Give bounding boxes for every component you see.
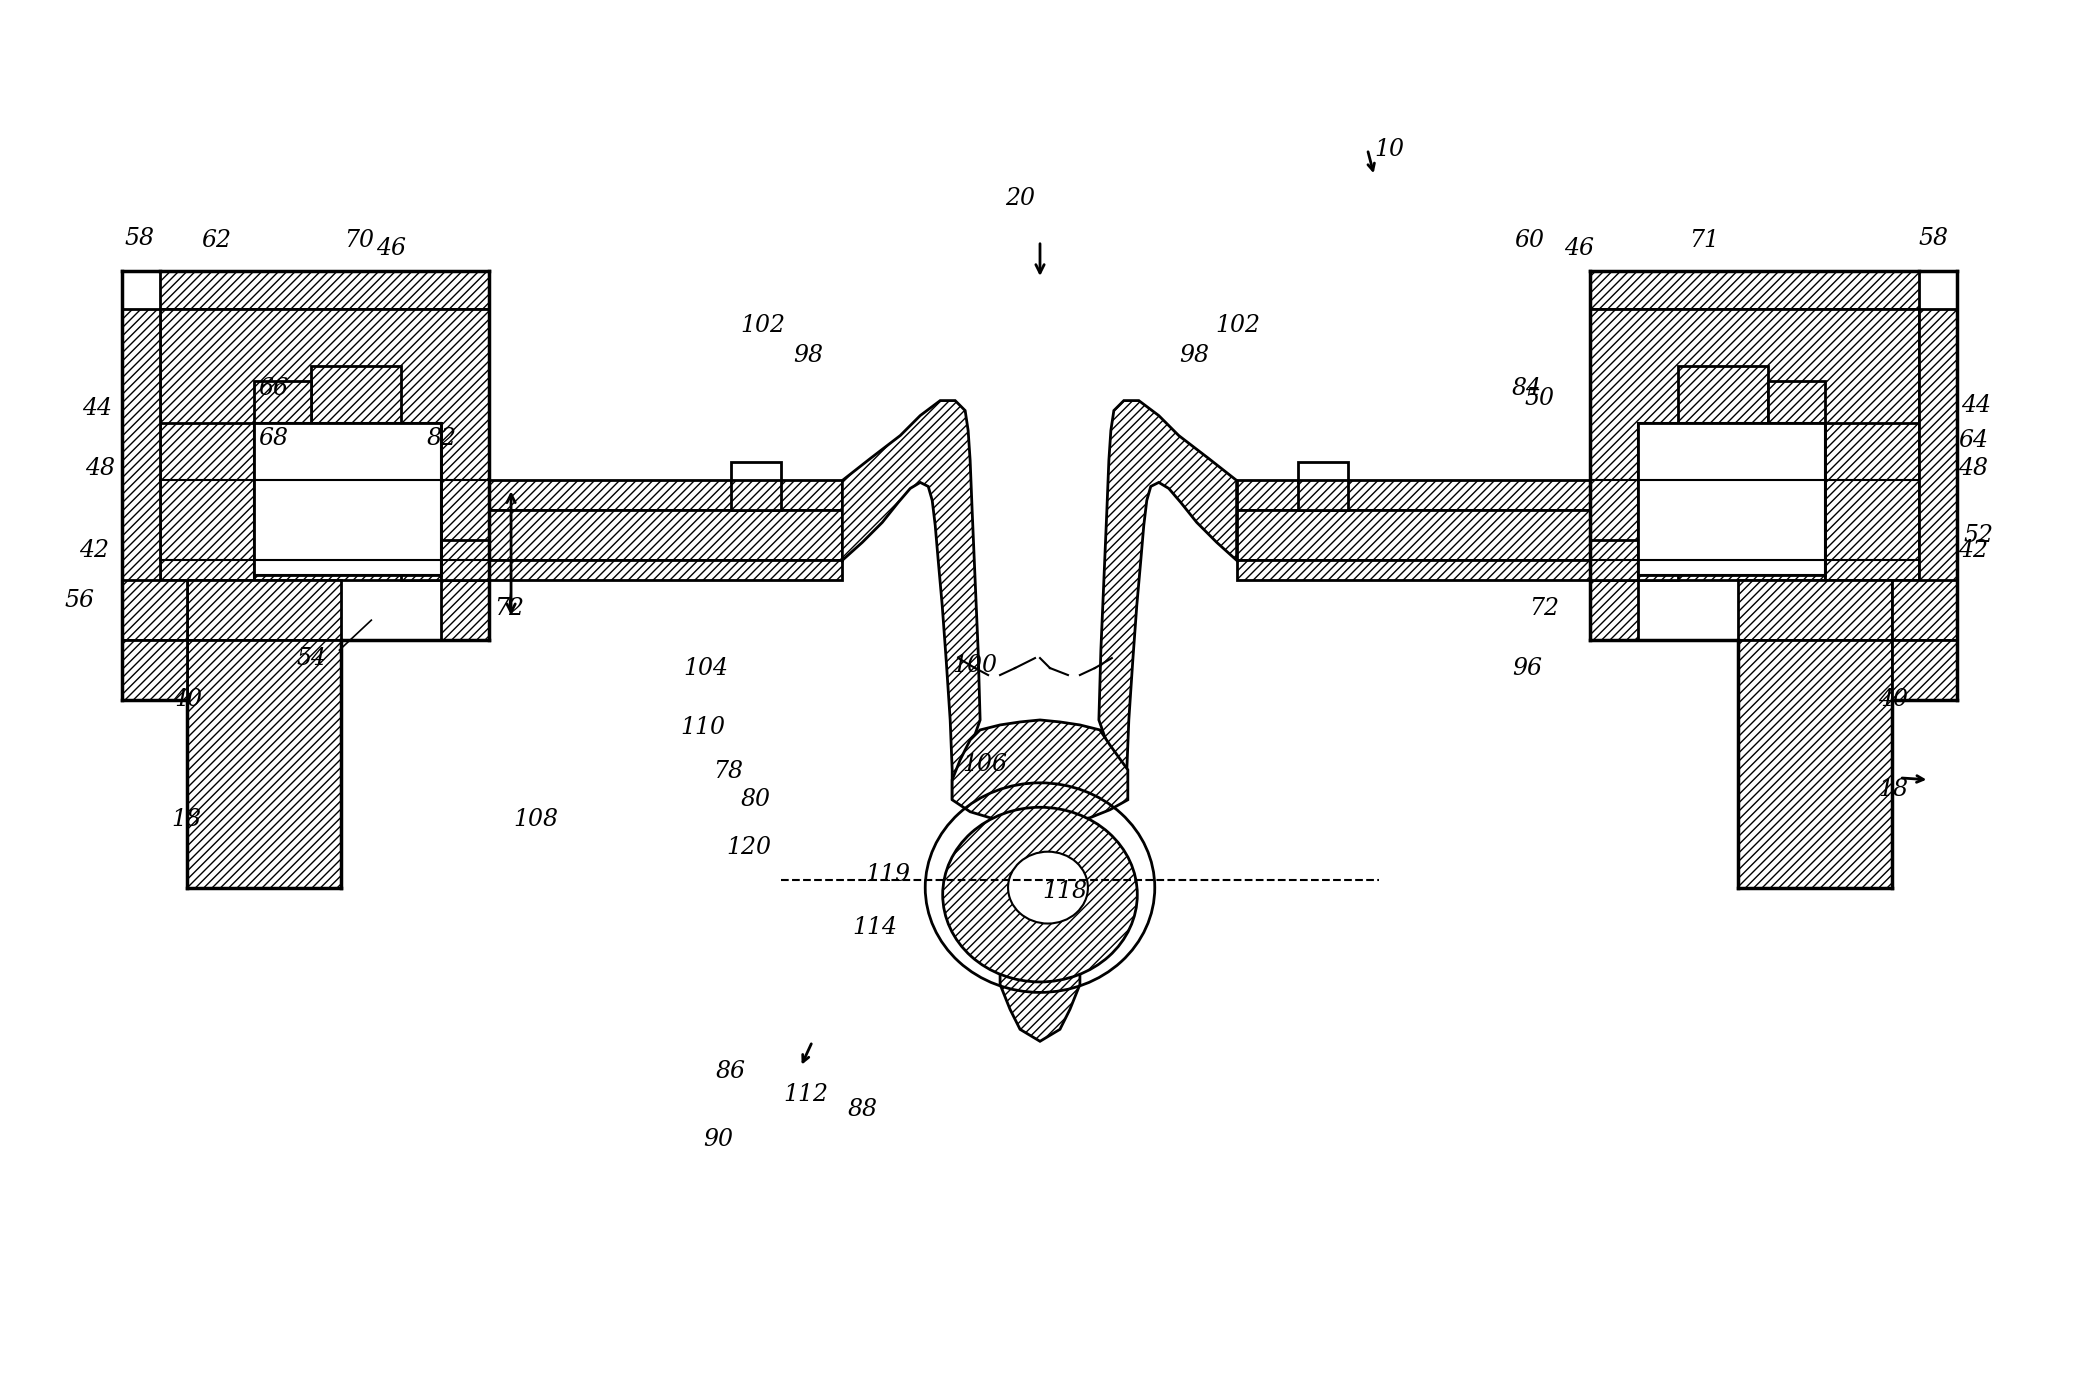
- Text: 114: 114: [852, 916, 898, 940]
- Polygon shape: [312, 366, 401, 423]
- Text: 100: 100: [952, 653, 998, 677]
- Polygon shape: [1678, 366, 1767, 423]
- Text: 60: 60: [1514, 229, 1545, 253]
- Polygon shape: [1299, 481, 1349, 510]
- Polygon shape: [254, 381, 312, 423]
- Text: 48: 48: [85, 457, 114, 480]
- Text: 119: 119: [865, 863, 911, 887]
- Text: 102: 102: [740, 314, 786, 338]
- Text: 18: 18: [173, 808, 202, 831]
- Polygon shape: [489, 510, 842, 560]
- Polygon shape: [1590, 580, 1638, 641]
- Polygon shape: [1638, 423, 1825, 575]
- Text: 68: 68: [258, 427, 289, 450]
- Text: 42: 42: [79, 539, 108, 562]
- Polygon shape: [489, 481, 842, 510]
- Polygon shape: [1638, 423, 1678, 580]
- Text: 98: 98: [794, 345, 823, 367]
- Polygon shape: [160, 309, 489, 580]
- Polygon shape: [1825, 423, 1919, 580]
- Polygon shape: [952, 720, 1127, 824]
- Text: 118: 118: [1042, 880, 1087, 904]
- Text: 104: 104: [684, 656, 728, 680]
- Text: 18: 18: [1877, 778, 1909, 801]
- Text: 112: 112: [784, 1083, 827, 1105]
- Text: 46: 46: [1563, 238, 1595, 260]
- Text: 50: 50: [1524, 386, 1553, 410]
- Text: 108: 108: [514, 808, 559, 831]
- Polygon shape: [187, 641, 341, 888]
- Text: 44: 44: [1960, 395, 1992, 417]
- Text: 120: 120: [726, 837, 771, 859]
- Ellipse shape: [942, 808, 1137, 981]
- Polygon shape: [1590, 309, 1919, 580]
- Polygon shape: [730, 481, 780, 510]
- Polygon shape: [1767, 381, 1825, 423]
- Polygon shape: [187, 580, 341, 641]
- Text: 86: 86: [715, 1059, 746, 1083]
- Text: 84: 84: [1511, 377, 1543, 400]
- Text: 64: 64: [1958, 430, 1988, 452]
- Text: 72: 72: [495, 596, 524, 620]
- Polygon shape: [254, 423, 441, 575]
- Polygon shape: [1237, 481, 1590, 510]
- Polygon shape: [730, 463, 780, 482]
- Polygon shape: [842, 400, 979, 799]
- Polygon shape: [489, 560, 842, 580]
- Text: 52: 52: [1963, 524, 1994, 546]
- Text: 58: 58: [1919, 228, 1948, 250]
- Polygon shape: [401, 423, 441, 580]
- Polygon shape: [160, 423, 254, 580]
- Polygon shape: [1237, 510, 1590, 560]
- Polygon shape: [1590, 541, 1638, 580]
- Text: 82: 82: [426, 427, 455, 450]
- Text: 72: 72: [1528, 596, 1559, 620]
- Text: 46: 46: [376, 238, 405, 260]
- Text: 71: 71: [1688, 229, 1719, 253]
- Text: 20: 20: [1004, 188, 1035, 210]
- Polygon shape: [441, 541, 489, 580]
- Polygon shape: [123, 309, 160, 620]
- Text: 78: 78: [713, 760, 744, 784]
- Polygon shape: [160, 271, 489, 309]
- Polygon shape: [1237, 560, 1590, 580]
- Text: 10: 10: [1374, 138, 1403, 161]
- Text: 80: 80: [740, 788, 771, 812]
- Polygon shape: [1892, 641, 1956, 701]
- Polygon shape: [123, 580, 187, 641]
- Text: 90: 90: [703, 1127, 734, 1151]
- Polygon shape: [441, 580, 489, 641]
- Text: 102: 102: [1214, 314, 1260, 338]
- Text: 40: 40: [1877, 688, 1909, 712]
- Text: 56: 56: [64, 589, 96, 612]
- Ellipse shape: [1008, 852, 1087, 923]
- Polygon shape: [1892, 580, 1956, 641]
- Text: 66: 66: [258, 377, 289, 400]
- Text: 106: 106: [963, 753, 1008, 777]
- Polygon shape: [1100, 400, 1237, 799]
- Text: 98: 98: [1179, 345, 1210, 367]
- Text: 54: 54: [297, 646, 326, 670]
- Text: 58: 58: [125, 228, 154, 250]
- Polygon shape: [1738, 641, 1892, 888]
- Polygon shape: [1919, 309, 1956, 620]
- Text: 44: 44: [81, 398, 112, 420]
- Polygon shape: [123, 641, 187, 701]
- Text: 40: 40: [173, 688, 202, 712]
- Text: 42: 42: [1958, 539, 1988, 562]
- Polygon shape: [1738, 580, 1892, 641]
- Polygon shape: [1299, 463, 1349, 482]
- Text: 110: 110: [680, 716, 726, 739]
- Polygon shape: [1000, 958, 1079, 1041]
- Text: 88: 88: [848, 1098, 877, 1120]
- Polygon shape: [1590, 271, 1919, 309]
- Text: 96: 96: [1511, 656, 1543, 680]
- Text: 62: 62: [202, 229, 231, 253]
- Text: 70: 70: [345, 229, 374, 253]
- Text: 48: 48: [1958, 457, 1988, 480]
